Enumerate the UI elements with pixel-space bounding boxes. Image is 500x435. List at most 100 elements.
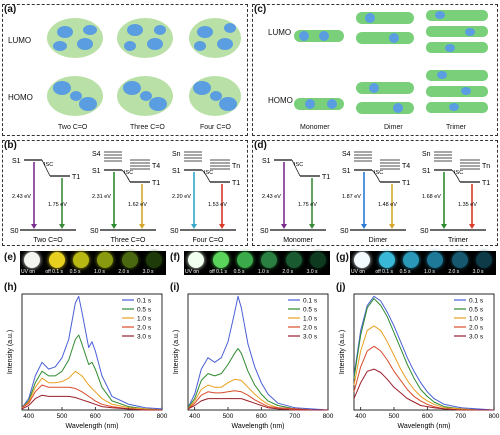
triplet-arrow-head bbox=[469, 224, 475, 229]
triplet-high-label: T4 bbox=[402, 163, 410, 170]
series-line-20s bbox=[187, 390, 328, 411]
plot-frame bbox=[21, 293, 163, 411]
singlet-s1-label: S1 bbox=[92, 168, 101, 175]
panel-c-col-monomer: Monomer bbox=[300, 124, 330, 131]
triplet-arrow-head bbox=[139, 224, 145, 229]
x-tick-label: 700 bbox=[289, 413, 300, 420]
triplet-gap-label: 1.75 eV bbox=[48, 202, 67, 208]
glow-sample bbox=[72, 252, 89, 268]
panel-c-letter: (c) bbox=[254, 4, 267, 15]
panel-f-letter: (f) bbox=[170, 252, 180, 263]
glow-time-label: 0.5 s bbox=[399, 269, 411, 275]
panel-c-orbitals bbox=[294, 10, 488, 114]
panel-b-diagram-2: S0 Sn S1 Tn T1 ISC 2.20 eV 1.53 eV Four C=O bbox=[170, 151, 240, 244]
singlet-high-label: Sn bbox=[172, 151, 181, 158]
isc-label: ISC bbox=[44, 162, 53, 168]
diagram-caption: Dimer bbox=[369, 237, 388, 244]
y-axis-label: Intensity (a.u.) bbox=[339, 330, 346, 374]
glow-time-label: off 0.1 s bbox=[375, 269, 394, 275]
x-tick-label: 800 bbox=[489, 413, 500, 420]
x-tick-label: 800 bbox=[157, 413, 168, 420]
panel-b-diagram-0: S0 S1 T1 ISC 2.43 eV 1.75 eV Two C=O bbox=[10, 158, 80, 244]
triplet-t1-label: T1 bbox=[402, 180, 410, 187]
glow-time-label: UV on bbox=[185, 269, 199, 275]
panel-c-frame bbox=[252, 4, 498, 136]
orbital-monomer-lumo bbox=[294, 30, 344, 42]
series-line-10s bbox=[187, 378, 328, 411]
glow-time-label: 1.0 s bbox=[424, 269, 435, 275]
glow-sample bbox=[475, 252, 492, 268]
panel-a-frame bbox=[2, 4, 248, 136]
singlet-high-label: S4 bbox=[342, 151, 351, 158]
ground-label: S0 bbox=[170, 228, 179, 235]
x-tick-label: 600 bbox=[90, 413, 101, 420]
x-tick-label: 400 bbox=[23, 413, 34, 420]
glow-time-label: 2.0 s bbox=[118, 269, 130, 275]
panel-a-orbitals bbox=[47, 18, 241, 116]
glow-sample bbox=[354, 252, 371, 268]
glow-sample bbox=[261, 252, 278, 268]
diagram-caption: Two C=O bbox=[33, 237, 63, 244]
legend-label: 2.0 s bbox=[303, 325, 318, 332]
plot-frame bbox=[353, 293, 495, 411]
triplet-arrow-head bbox=[309, 224, 315, 229]
singlet-arrow-head bbox=[361, 224, 367, 229]
panel-e-letter: (e) bbox=[4, 252, 17, 263]
glow-sample bbox=[48, 252, 65, 268]
legend-label: 3.0 s bbox=[469, 334, 484, 341]
glow-sample bbox=[427, 252, 444, 268]
legend-label: 2.0 s bbox=[137, 325, 152, 332]
singlet-gap-label: 1.87 eV bbox=[342, 194, 361, 200]
panel-a-col-two: Two C=O bbox=[58, 124, 88, 131]
orbital-monomer-homo bbox=[294, 98, 344, 110]
series-line-01s bbox=[21, 295, 163, 410]
isc-connector bbox=[41, 159, 51, 177]
glow-sample bbox=[285, 252, 302, 268]
series-line-20s bbox=[21, 384, 162, 411]
legend-label: 1.0 s bbox=[469, 316, 484, 323]
x-axis-label: Wavelength (nm) bbox=[397, 423, 450, 430]
glow-time-label: 0.5 s bbox=[69, 269, 81, 275]
series-line-10s bbox=[353, 325, 494, 411]
diagram-caption: Four C=O bbox=[193, 237, 224, 244]
ground-label: S0 bbox=[420, 228, 429, 235]
singlet-s1-label: S1 bbox=[342, 168, 351, 175]
panel-d-energy-diagram: S0 S1 T1 ISC 2.43 eV 1.75 eV Monomer S0 S4 S1 T4 T1… bbox=[260, 151, 490, 244]
glow-time-label: UV on bbox=[21, 269, 35, 275]
glow-time-label: off 0.1 s bbox=[209, 269, 228, 275]
glow-time-label: off 0.1 s bbox=[45, 269, 64, 275]
isc-connector bbox=[201, 169, 211, 183]
panel-g-letter: (g) bbox=[336, 252, 349, 263]
chart-h-letter: (h) bbox=[4, 282, 17, 293]
orbital-dimer-homo bbox=[356, 82, 414, 114]
panel-c-col-dimer: Dimer bbox=[384, 124, 403, 131]
legend-label: 2.0 s bbox=[469, 325, 484, 332]
glow-sample bbox=[145, 252, 162, 268]
legend-label: 3.0 s bbox=[137, 334, 152, 341]
isc-label: ISC bbox=[124, 170, 133, 176]
chart-i-letter: (i) bbox=[170, 282, 180, 293]
isc-label: ISC bbox=[294, 162, 303, 168]
panel-d-diagram-0: S0 S1 T1 ISC 2.43 eV 1.75 eV Monomer bbox=[260, 158, 330, 244]
singlet-gap-label: 2.20 eV bbox=[172, 194, 191, 200]
singlet-gap-label: 2.43 eV bbox=[12, 194, 31, 200]
panel-b-letter: (b) bbox=[4, 140, 17, 151]
singlet-arrow-head bbox=[191, 224, 197, 229]
orbital-three-homo bbox=[117, 76, 173, 116]
glow-sample bbox=[212, 252, 229, 268]
panel-d-diagram-2: S0 Sn S1 Tn T1 ISC 1.68 eV 1.35 eV Trimer bbox=[420, 151, 490, 244]
y-axis-label: Intensity (a.u.) bbox=[7, 330, 14, 374]
ground-label: S0 bbox=[10, 228, 19, 235]
legend-label: 3.0 s bbox=[303, 334, 318, 341]
glow-time-label: 2.0 s bbox=[448, 269, 460, 275]
photo-strip-f: UV on off 0.1 s 0.5 s 1.0 s 2.0 s 3.0 s bbox=[184, 251, 330, 275]
triplet-t1-label: T1 bbox=[322, 174, 330, 181]
x-tick-label: 700 bbox=[123, 413, 134, 420]
glow-sample bbox=[24, 252, 41, 268]
isc-connector bbox=[451, 169, 461, 183]
triplet-arrow-head bbox=[59, 224, 65, 229]
series-line-05s bbox=[353, 298, 494, 411]
x-axis-label: Wavelength (nm) bbox=[65, 423, 118, 430]
panel-b-energy-diagram: S0 S1 T1 ISC 2.43 eV 1.75 eV Two C=O S0 S4 S1 T4 T1… bbox=[10, 151, 240, 244]
legend-label: 0.1 s bbox=[469, 298, 484, 305]
